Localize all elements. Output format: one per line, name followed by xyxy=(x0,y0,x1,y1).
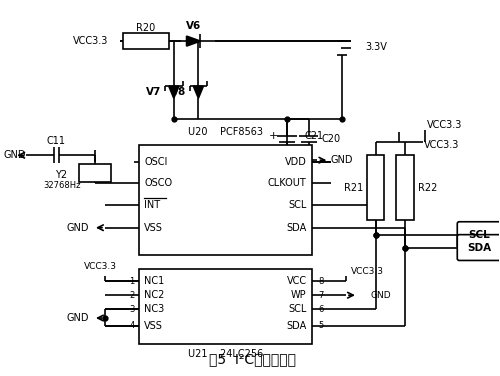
Text: VDD: VDD xyxy=(285,157,306,167)
Text: 7: 7 xyxy=(318,291,324,300)
Text: SDA: SDA xyxy=(286,223,306,233)
Bar xyxy=(366,155,384,220)
Text: SCL: SCL xyxy=(288,200,306,210)
Text: INT: INT xyxy=(144,200,160,210)
Text: SDA: SDA xyxy=(467,243,491,253)
Text: VCC3.3: VCC3.3 xyxy=(84,262,116,271)
Text: OSCI: OSCI xyxy=(144,157,168,167)
Bar xyxy=(140,145,312,255)
Text: GND: GND xyxy=(3,150,26,160)
Text: 5: 5 xyxy=(318,321,324,331)
Text: NC3: NC3 xyxy=(144,304,165,314)
Text: +: + xyxy=(268,131,278,141)
Text: OSCO: OSCO xyxy=(144,178,172,188)
Text: VSS: VSS xyxy=(144,321,163,331)
Polygon shape xyxy=(169,86,178,98)
Text: C21: C21 xyxy=(304,131,324,141)
Text: C11: C11 xyxy=(46,136,65,146)
Text: V6: V6 xyxy=(186,21,201,31)
Text: NC1: NC1 xyxy=(144,276,165,286)
Text: VCC3.3: VCC3.3 xyxy=(72,36,108,46)
Text: GND: GND xyxy=(331,155,353,165)
Bar xyxy=(80,164,111,182)
Text: 图5  I²C总线连接图: 图5 I²C总线连接图 xyxy=(209,353,296,367)
Text: R20: R20 xyxy=(136,23,156,33)
Text: WP: WP xyxy=(291,290,306,300)
FancyBboxPatch shape xyxy=(458,235,500,261)
Bar xyxy=(140,269,312,344)
FancyBboxPatch shape xyxy=(458,222,500,247)
Text: 2: 2 xyxy=(129,291,134,300)
Text: R22: R22 xyxy=(418,182,438,193)
Text: 6: 6 xyxy=(318,305,324,314)
Text: SDA: SDA xyxy=(286,321,306,331)
Text: 4: 4 xyxy=(129,321,134,331)
Text: C20: C20 xyxy=(322,134,340,144)
Text: R21: R21 xyxy=(344,182,363,193)
Text: VCC: VCC xyxy=(286,276,306,286)
Text: SCL: SCL xyxy=(468,230,490,240)
Polygon shape xyxy=(186,36,200,46)
Text: CLKOUT: CLKOUT xyxy=(268,178,306,188)
Text: 8: 8 xyxy=(318,277,324,286)
Text: 1: 1 xyxy=(129,277,134,286)
Text: VCC3.3: VCC3.3 xyxy=(424,140,459,150)
Text: VSS: VSS xyxy=(144,223,163,233)
Text: Y2: Y2 xyxy=(56,170,68,180)
Text: SCL: SCL xyxy=(288,304,306,314)
Text: GND: GND xyxy=(66,313,88,323)
Text: 32768Hz: 32768Hz xyxy=(43,181,80,190)
Text: VCC3.3: VCC3.3 xyxy=(427,120,462,130)
Text: U21    24LC256: U21 24LC256 xyxy=(188,349,263,359)
Text: U20    PCF8563: U20 PCF8563 xyxy=(188,127,263,137)
Text: GND: GND xyxy=(66,223,88,233)
Text: V7: V7 xyxy=(146,87,162,97)
Text: 3.3V: 3.3V xyxy=(366,42,388,52)
Text: V8: V8 xyxy=(171,87,186,97)
Text: 3: 3 xyxy=(129,305,134,314)
Text: NC2: NC2 xyxy=(144,290,165,300)
Polygon shape xyxy=(194,86,203,98)
Text: GND: GND xyxy=(370,291,392,300)
Bar xyxy=(396,155,414,220)
Bar xyxy=(122,33,169,49)
Text: VCC3.3: VCC3.3 xyxy=(351,267,384,276)
